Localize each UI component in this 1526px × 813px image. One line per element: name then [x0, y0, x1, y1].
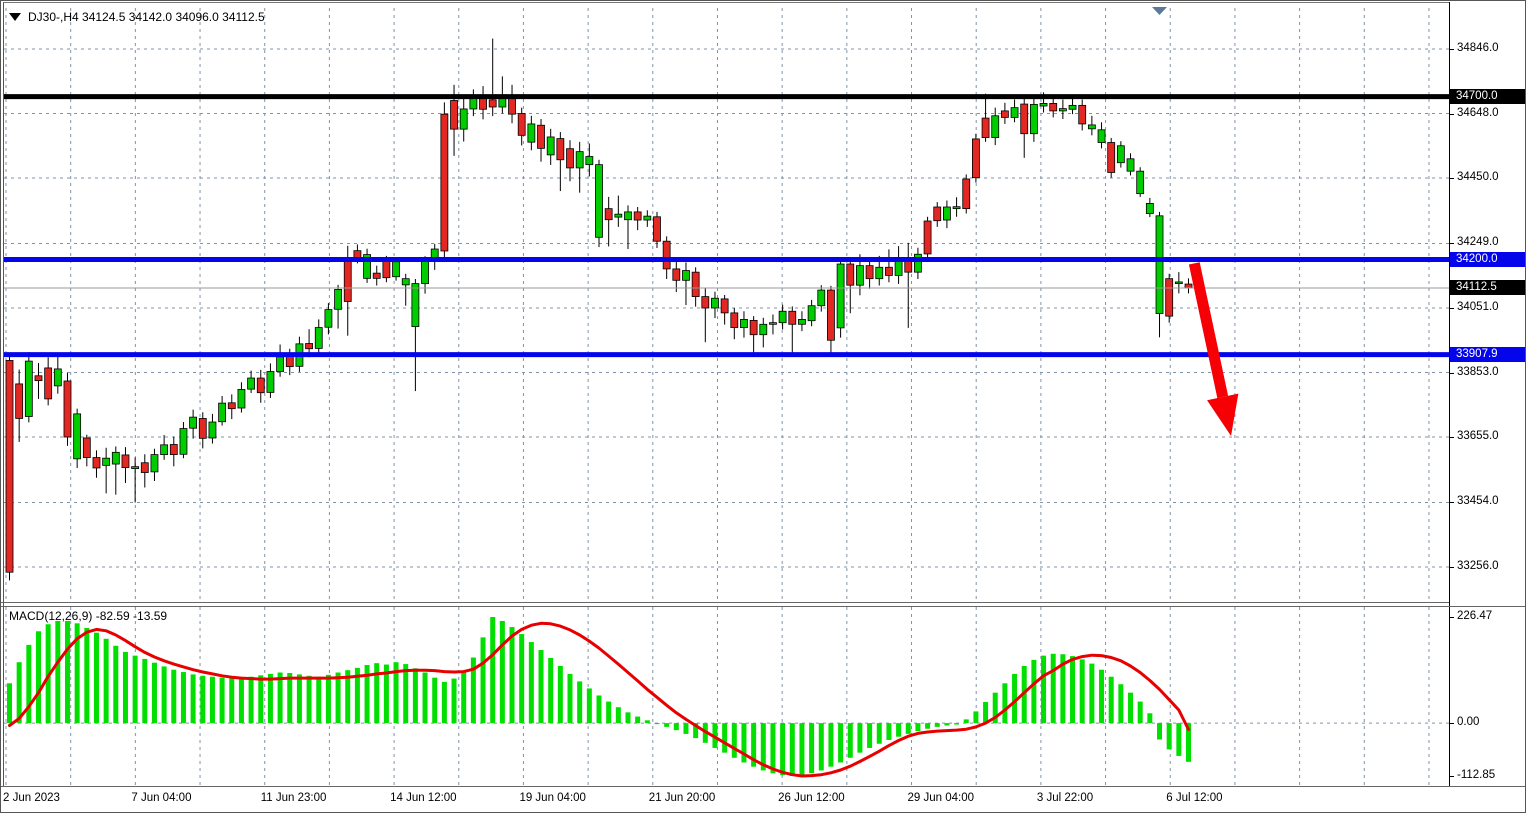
price-axis-label[interactable]: 34450.0	[1457, 171, 1499, 183]
time-axis-label[interactable]: 11 Jun 23:00	[260, 792, 327, 804]
price-axis-tick	[1449, 49, 1454, 50]
price-axis-label[interactable]: 33454.0	[1457, 495, 1499, 508]
price-level-badge[interactable]: 33907.9	[1450, 347, 1525, 363]
price-axis-tick	[1449, 502, 1454, 504]
price-level-badge[interactable]: 34700.0	[1450, 89, 1525, 105]
price-axis-tick	[1449, 437, 1454, 438]
price-axis-label[interactable]: 34051.0	[1457, 301, 1499, 313]
price-axis-tick	[1449, 178, 1454, 179]
chart-plot-border	[3, 2, 1450, 787]
macd-axis-tick	[1449, 723, 1454, 725]
time-axis-label[interactable]: 14 Jun 12:00	[390, 792, 457, 804]
panel-separator[interactable]	[1, 602, 1449, 603]
time-axis-label[interactable]: 26 Jun 12:00	[778, 792, 845, 804]
symbol-title: DJ30-,H4 34124.5 34142.0 34096.0 34112.5	[9, 9, 265, 25]
time-axis-label[interactable]: 19 Jun 04:00	[519, 792, 586, 804]
price-axis-tick	[1449, 113, 1454, 115]
macd-histogram	[7, 617, 1192, 776]
chart-shift-marker-icon[interactable]	[1152, 7, 1167, 15]
macd-axis-tick	[1449, 617, 1454, 618]
grid-lines	[4, 8, 1449, 785]
macd-axis-tick	[1449, 776, 1454, 777]
price-axis-label[interactable]: 33853.0	[1457, 365, 1499, 378]
macd-axis-label[interactable]: 226.47	[1457, 610, 1493, 622]
candlestick-series	[5, 38, 1193, 581]
macd-axis-label[interactable]: -112.85	[1457, 769, 1496, 781]
panel-separator-lower	[1, 606, 1525, 607]
time-axis-separator	[1, 786, 1525, 787]
macd-signal-line	[8, 621, 1190, 778]
price-level-badge[interactable]: 34112.5	[1450, 280, 1525, 296]
price-axis-tick	[1449, 567, 1454, 568]
price-axis-tick	[1449, 372, 1454, 374]
symbol-ohlc-text: DJ30-,H4 34124.5 34142.0 34096.0 34112.5	[28, 10, 265, 24]
time-axis-label[interactable]: 3 Jul 22:00	[1036, 792, 1094, 804]
macd-axis-label[interactable]: 0.00	[1457, 716, 1480, 729]
price-axis-label[interactable]: 34648.0	[1457, 106, 1499, 119]
trend-arrow[interactable]	[1188, 262, 1239, 437]
time-axis-label[interactable]: 21 Jun 20:00	[648, 792, 716, 804]
symbol-triangle-icon	[9, 13, 21, 21]
price-level-badge[interactable]: 34200.0	[1450, 251, 1525, 267]
price-axis-tick	[1449, 308, 1454, 309]
time-axis-label[interactable]: 7 Jun 04:00	[131, 792, 192, 804]
price-axis-label[interactable]: 33655.0	[1457, 430, 1499, 442]
price-axis-label[interactable]: 33256.0	[1457, 560, 1499, 572]
price-axis-border	[1449, 2, 1450, 786]
time-axis-label[interactable]: 2 Jun 2023	[3, 792, 60, 804]
time-axis-label[interactable]: 29 Jun 04:00	[907, 792, 975, 804]
price-axis-tick	[1449, 243, 1454, 245]
macd-indicator-label: MACD(12,26,9) -82.59 -13.59	[9, 609, 168, 623]
price-axis-label[interactable]: 34846.0	[1457, 42, 1499, 54]
time-axis-label[interactable]: 6 Jul 12:00	[1166, 792, 1223, 804]
horizontal-level-lines[interactable]	[4, 94, 1449, 358]
price-axis-label[interactable]: 34249.0	[1457, 236, 1499, 249]
